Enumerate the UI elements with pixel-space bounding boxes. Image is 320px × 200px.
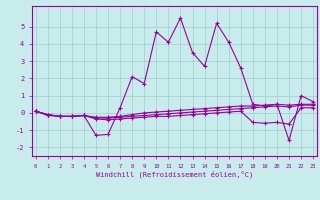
X-axis label: Windchill (Refroidissement éolien,°C): Windchill (Refroidissement éolien,°C) <box>96 170 253 178</box>
